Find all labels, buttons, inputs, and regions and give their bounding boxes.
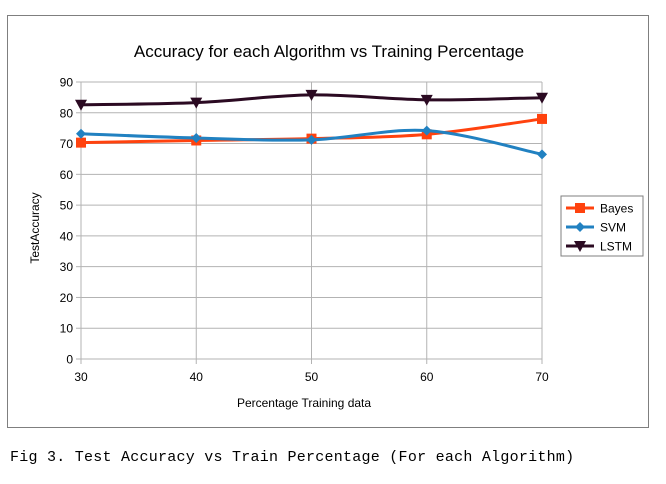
- x-tick-label: 70: [535, 370, 549, 384]
- data-point-lstm: [305, 89, 318, 101]
- legend: Bayes SVM LSTM: [560, 195, 644, 257]
- y-tick-label: 70: [60, 137, 74, 151]
- y-tick-labels: 0 10 20 30 40 50 60 70 80 90: [60, 76, 81, 367]
- x-axis-title: Percentage Training data: [237, 396, 371, 410]
- y-tick-label: 30: [60, 260, 74, 274]
- legend-item-svm: SVM: [566, 221, 626, 235]
- data-point-svm: [306, 134, 317, 145]
- data-point-bayes: [76, 137, 86, 148]
- legend-label: LSTM: [600, 240, 632, 254]
- data-point-bayes: [537, 113, 547, 124]
- series-layer: [75, 89, 548, 160]
- y-tick-label: 80: [60, 106, 74, 120]
- data-point-lstm: [420, 94, 433, 106]
- data-point-lstm: [536, 92, 548, 104]
- y-tick-label: 40: [60, 229, 74, 243]
- chart-title: Accuracy for each Algorithm vs Training …: [134, 42, 524, 61]
- figure-caption: Fig 3. Test Accuracy vs Train Percentage…: [10, 449, 575, 466]
- legend-label: Bayes: [600, 202, 633, 216]
- x-tick-label: 30: [74, 370, 88, 384]
- data-point-svm: [537, 149, 547, 160]
- y-tick-label: 10: [60, 322, 74, 336]
- data-point-lstm: [190, 97, 203, 109]
- series-svm: [76, 125, 547, 160]
- legend-label: SVM: [600, 221, 626, 235]
- data-point-svm: [421, 125, 432, 136]
- y-tick-label: 20: [60, 291, 74, 305]
- data-point-svm: [191, 133, 202, 144]
- y-tick-label: 50: [60, 199, 74, 213]
- y-axis-title: TestAccuracy: [28, 192, 42, 263]
- legend-item-lstm: LSTM: [566, 240, 632, 254]
- legend-marker-bayes: [575, 203, 585, 213]
- x-tick-label: 60: [420, 370, 434, 384]
- x-tick-label: 50: [305, 370, 319, 384]
- y-tick-label: 0: [66, 353, 73, 367]
- data-point-svm: [76, 128, 86, 139]
- legend-marker-lstm: [574, 241, 586, 252]
- series-lstm: [75, 89, 548, 111]
- y-tick-label: 90: [60, 76, 74, 90]
- y-tick-label: 60: [60, 168, 74, 182]
- legend-marker-svm: [575, 222, 585, 232]
- x-tick-label: 40: [190, 370, 204, 384]
- legend-item-bayes: Bayes: [566, 202, 633, 216]
- data-point-lstm: [75, 99, 87, 111]
